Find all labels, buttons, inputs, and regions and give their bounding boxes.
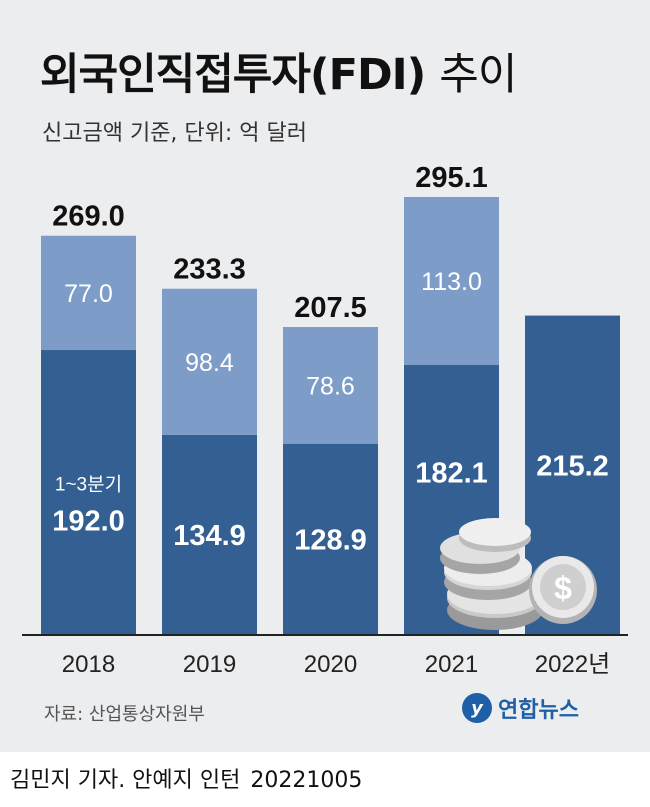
x-tick-label: 2018 — [62, 651, 115, 678]
x-tick-label: 2022년 — [535, 651, 610, 678]
bar-chart: 77.0 98.4 78.6 113.0 269.0 1~3분기 192.0 2018 233… — [22, 162, 628, 678]
svg-text:$: $ — [554, 570, 572, 606]
title-suffix: 추이 — [439, 50, 517, 100]
credit-line: 김민지 기자. 안예지 인턴 20221005 — [10, 762, 362, 794]
bottom-value-label: 182.1 — [415, 458, 488, 490]
top-value-label: 78.6 — [306, 372, 355, 400]
bottom-value-label: 134.9 — [173, 520, 246, 552]
chart-subtitle: 신고금액 기준, 단위: 억 달러 — [42, 121, 308, 146]
top-value-label: 98.4 — [185, 349, 234, 377]
logo-text: 연합뉴스 — [498, 698, 579, 723]
bar-top-2021 — [404, 197, 499, 365]
yonhap-logo: y 연합뉴스 — [462, 692, 579, 724]
x-tick-label: 2020 — [304, 651, 357, 678]
credit-date: 20221005 — [250, 768, 363, 793]
x-tick-label: 2019 — [183, 651, 236, 678]
title-main: 외국인직접투자(FDI) — [40, 50, 426, 100]
chart-title: 외국인직접투자(FDI) 추이 — [40, 40, 517, 102]
bottom-value-label: 215.2 — [536, 451, 609, 483]
bars-group: 77.0 98.4 78.6 113.0 — [41, 197, 620, 635]
top-value-label: 113.0 — [421, 268, 482, 296]
bar-top-2018 — [41, 235, 136, 351]
bottom-value-label: 128.9 — [294, 524, 367, 556]
source-note: 자료: 산업통상자원부 — [44, 704, 205, 725]
yonhap-logo-icon: y — [462, 693, 492, 723]
x-tick-label: 2021 — [425, 651, 478, 678]
total-value-label: 269.0 — [52, 201, 125, 233]
bar-top-2020 — [283, 327, 378, 444]
total-value-label: 233.3 — [173, 254, 246, 286]
bar-bottom-2020 — [283, 443, 378, 635]
coin-stack-icon: $ — [440, 518, 597, 630]
bar-bottom-2018 — [41, 350, 136, 635]
total-value-label: 207.5 — [294, 292, 367, 324]
bar-top-2019 — [162, 288, 257, 435]
annotation-label: 1~3분기 — [55, 474, 122, 496]
total-value-label: 295.1 — [415, 162, 488, 194]
bottom-value-label: 192.0 — [52, 506, 125, 538]
credit-author: 김민지 기자. 안예지 인턴 — [10, 768, 241, 793]
bar-bottom-2019 — [162, 434, 257, 635]
top-value-label: 77.0 — [64, 280, 113, 308]
